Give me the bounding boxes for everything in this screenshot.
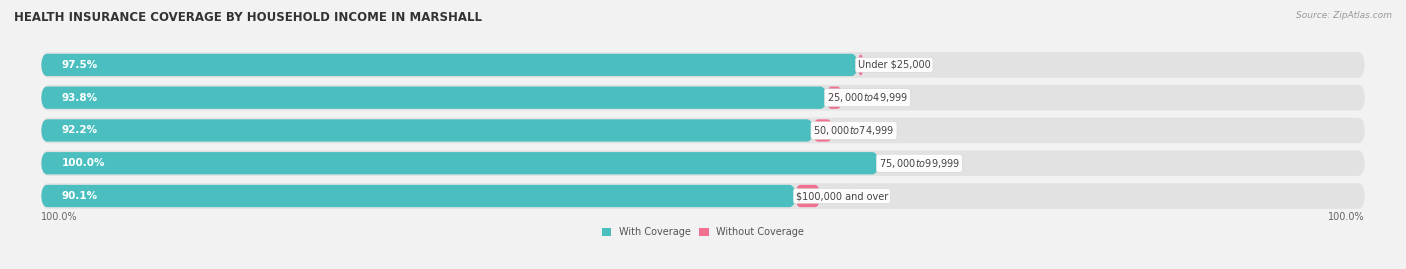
FancyBboxPatch shape xyxy=(41,85,1365,111)
FancyBboxPatch shape xyxy=(41,152,879,174)
Text: $100,000 and over: $100,000 and over xyxy=(796,191,889,201)
Text: 93.8%: 93.8% xyxy=(62,93,97,103)
Text: $75,000 to $99,999: $75,000 to $99,999 xyxy=(879,157,960,170)
Text: $50,000 to $74,999: $50,000 to $74,999 xyxy=(813,124,894,137)
FancyBboxPatch shape xyxy=(41,183,1365,209)
Text: 90.1%: 90.1% xyxy=(62,191,97,201)
Text: 9.9%: 9.9% xyxy=(834,191,862,201)
Text: 97.5%: 97.5% xyxy=(62,60,97,70)
Text: 100.0%: 100.0% xyxy=(1329,212,1365,222)
Text: 7.8%: 7.8% xyxy=(846,125,875,136)
FancyBboxPatch shape xyxy=(796,185,820,207)
Text: 92.2%: 92.2% xyxy=(62,125,97,136)
FancyBboxPatch shape xyxy=(41,54,858,76)
FancyBboxPatch shape xyxy=(41,87,827,109)
Text: $25,000 to $49,999: $25,000 to $49,999 xyxy=(827,91,908,104)
Text: 2.5%: 2.5% xyxy=(877,60,907,70)
FancyBboxPatch shape xyxy=(858,54,863,76)
FancyBboxPatch shape xyxy=(41,119,813,141)
Text: 0.0%: 0.0% xyxy=(893,158,921,168)
Text: 100.0%: 100.0% xyxy=(62,158,105,168)
FancyBboxPatch shape xyxy=(813,119,832,141)
FancyBboxPatch shape xyxy=(41,150,1365,176)
Text: 6.3%: 6.3% xyxy=(855,93,884,103)
Text: Under $25,000: Under $25,000 xyxy=(858,60,931,70)
Text: HEALTH INSURANCE COVERAGE BY HOUSEHOLD INCOME IN MARSHALL: HEALTH INSURANCE COVERAGE BY HOUSEHOLD I… xyxy=(14,11,482,24)
FancyBboxPatch shape xyxy=(41,52,1365,78)
Text: 100.0%: 100.0% xyxy=(41,212,77,222)
FancyBboxPatch shape xyxy=(41,118,1365,143)
FancyBboxPatch shape xyxy=(41,185,796,207)
FancyBboxPatch shape xyxy=(827,87,842,109)
Legend: With Coverage, Without Coverage: With Coverage, Without Coverage xyxy=(602,227,804,237)
Text: Source: ZipAtlas.com: Source: ZipAtlas.com xyxy=(1296,11,1392,20)
